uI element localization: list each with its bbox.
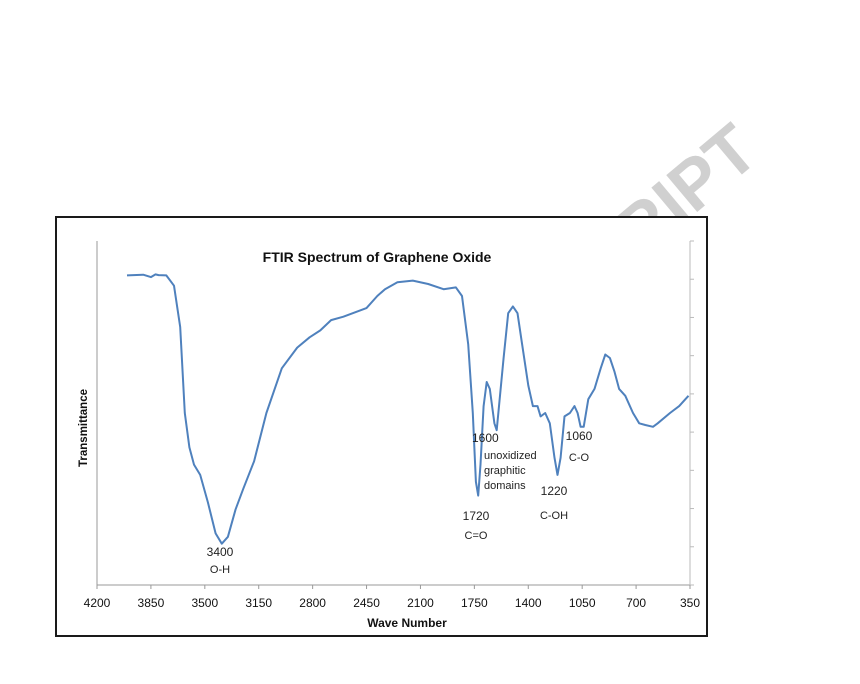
- x-tick-label: 1050: [569, 596, 596, 610]
- annotation-co: 1060 C-O: [566, 429, 593, 464]
- annotation-text: C=O: [465, 530, 488, 542]
- annotation-text: 3400: [207, 545, 234, 559]
- annotation-text: C-O: [569, 452, 590, 464]
- x-axis-label: Wave Number: [367, 616, 447, 630]
- annotation-text: C-OH: [540, 510, 568, 522]
- x-tick-label: 3150: [245, 596, 272, 610]
- annotation-text: 1060: [566, 429, 593, 443]
- chart-title: FTIR Spectrum of Graphene Oxide: [263, 249, 492, 265]
- annotation-graphitic: 1600 unoxidized graphitic domains: [472, 431, 537, 492]
- annotation-text: O-H: [210, 564, 230, 576]
- x-tick-label: 1400: [515, 596, 542, 610]
- annotation-text: graphitic: [484, 465, 526, 477]
- x-tick-label: 3850: [138, 596, 165, 610]
- annotation-coh: 1220 C-OH: [540, 484, 568, 522]
- annotation-oh: 3400 O-H: [207, 545, 234, 576]
- x-tick-label: 2100: [407, 596, 434, 610]
- annotation-co_double: 1720 C=O: [463, 509, 490, 542]
- x-tick-label: 3500: [191, 596, 218, 610]
- x-tick-label: 700: [626, 596, 646, 610]
- x-tick-label: 4200: [84, 596, 111, 610]
- ftir-chart: FTIR Spectrum of Graphene Oxide Transmit…: [78, 240, 700, 630]
- x-tick-label: 350: [680, 596, 700, 610]
- y-axis-label: Transmittance: [78, 389, 90, 467]
- annotation-text: 1720: [463, 509, 490, 523]
- annotation-text: 1600: [472, 431, 499, 445]
- annotation-text: 1220: [541, 484, 568, 498]
- chart-frame: FTIR Spectrum of Graphene Oxide Transmit…: [55, 216, 708, 637]
- annotation-text: unoxidized: [484, 450, 537, 462]
- x-tick-label: 2800: [299, 596, 326, 610]
- series-line: [126, 273, 690, 545]
- x-tick-label: 2450: [353, 596, 380, 610]
- annotation-text: domains: [484, 480, 526, 492]
- x-tick-label: 1750: [461, 596, 488, 610]
